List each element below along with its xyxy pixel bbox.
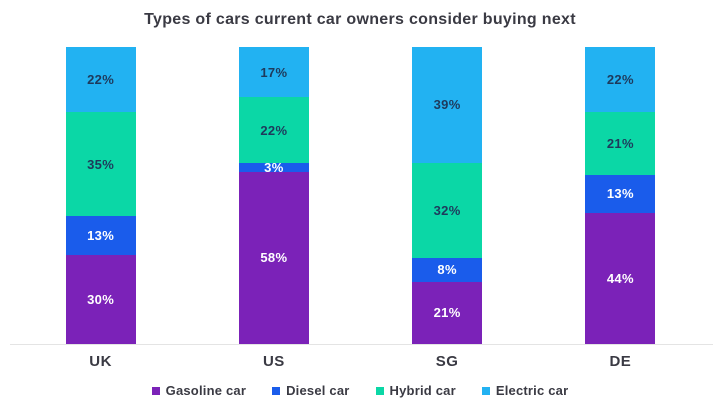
category-label-de: DE — [609, 353, 632, 370]
bar-column-sg: 39% 32% 8% 21% — [361, 47, 534, 344]
legend-label: Electric car — [495, 383, 569, 398]
segment-gasoline-car-sg: 21% — [412, 281, 483, 344]
bars-row: 22% 35% 13% 30% 17% 22% 3% 58% 39% 32% 8% 21% 22% 21%… — [14, 47, 707, 344]
segment-value-label: 32% — [433, 202, 461, 218]
legend-item-gasoline-car: Gasoline car — [151, 383, 247, 398]
segment-value-label: 22% — [606, 72, 634, 88]
segment-electric-car-uk: 22% — [65, 47, 136, 113]
bar-column-us: 17% 22% 3% 58% — [187, 47, 360, 344]
segment-diesel-car-us: 3% — [238, 159, 309, 175]
segment-hybrid-car-us: 22% — [238, 97, 309, 163]
x-axis-line — [10, 344, 713, 345]
segment-value-label: 39% — [433, 97, 461, 113]
segment-electric-car-us: 17% — [238, 47, 309, 98]
segment-value-label: 21% — [606, 136, 634, 151]
segment-value-label: 44% — [606, 271, 634, 287]
segment-diesel-car-uk: 13% — [65, 216, 136, 255]
legend-swatch-icon — [272, 386, 281, 395]
segment-electric-car-de: 22% — [585, 47, 656, 113]
legend-swatch-icon — [481, 386, 490, 395]
segment-value-label: 30% — [87, 291, 115, 307]
segment-value-label: 58% — [260, 250, 288, 266]
segment-hybrid-car-de: 21% — [585, 112, 656, 175]
segment-value-label: 3% — [264, 159, 284, 175]
segment-gasoline-car-de: 44% — [585, 213, 656, 344]
segment-hybrid-car-uk: 35% — [65, 112, 136, 217]
segment-hybrid-car-sg: 32% — [412, 162, 483, 258]
segment-diesel-car-de: 13% — [585, 174, 656, 214]
segment-value-label: 22% — [260, 122, 288, 138]
stacked-bar-sg: 39% 32% 8% 21% — [412, 47, 483, 344]
segment-value-label: 8% — [437, 262, 457, 278]
category-labels-row: UK US SG DE — [14, 353, 707, 370]
legend-item-electric-car: Electric car — [481, 383, 569, 398]
segment-electric-car-sg: 39% — [412, 47, 483, 163]
bar-column-uk: 22% 35% 13% 30% — [14, 47, 187, 344]
category-label-sg: SG — [435, 353, 459, 370]
legend-item-diesel-car: Diesel car — [272, 383, 349, 398]
legend-item-hybrid-car: Hybrid car — [375, 383, 456, 398]
chart-title: Types of cars current car owners conside… — [144, 11, 576, 28]
stacked-bar-us: 17% 22% 3% 58% — [238, 47, 309, 344]
segment-value-label: 13% — [87, 228, 115, 244]
segment-gasoline-car-us: 58% — [238, 171, 309, 344]
segment-gasoline-car-uk: 30% — [65, 254, 136, 344]
stacked-bar-de: 22% 21% 13% 44% — [585, 47, 656, 344]
legend-label: Diesel car — [286, 383, 350, 398]
legend: Gasoline car Diesel car Hybrid car Electric… — [0, 383, 720, 398]
category-label-us: US — [262, 353, 285, 370]
stacked-bar-uk: 22% 35% 13% 30% — [65, 47, 136, 344]
segment-value-label: 35% — [87, 156, 115, 172]
legend-swatch-icon — [375, 386, 384, 395]
legend-label: Gasoline car — [165, 383, 247, 398]
segment-diesel-car-sg: 8% — [412, 257, 483, 282]
segment-value-label: 13% — [606, 186, 634, 202]
segment-value-label: 22% — [87, 72, 115, 88]
segment-value-label: 21% — [433, 305, 461, 321]
category-label-uk: UK — [89, 353, 112, 370]
segment-value-label: 17% — [260, 64, 288, 80]
legend-swatch-icon — [151, 386, 160, 395]
plot-area: 22% 35% 13% 30% 17% 22% 3% 58% 39% 32% 8% 21% 22% 21%… — [10, 47, 713, 370]
legend-label: Hybrid car — [389, 383, 456, 398]
bar-column-de: 22% 21% 13% 44% — [534, 47, 707, 344]
